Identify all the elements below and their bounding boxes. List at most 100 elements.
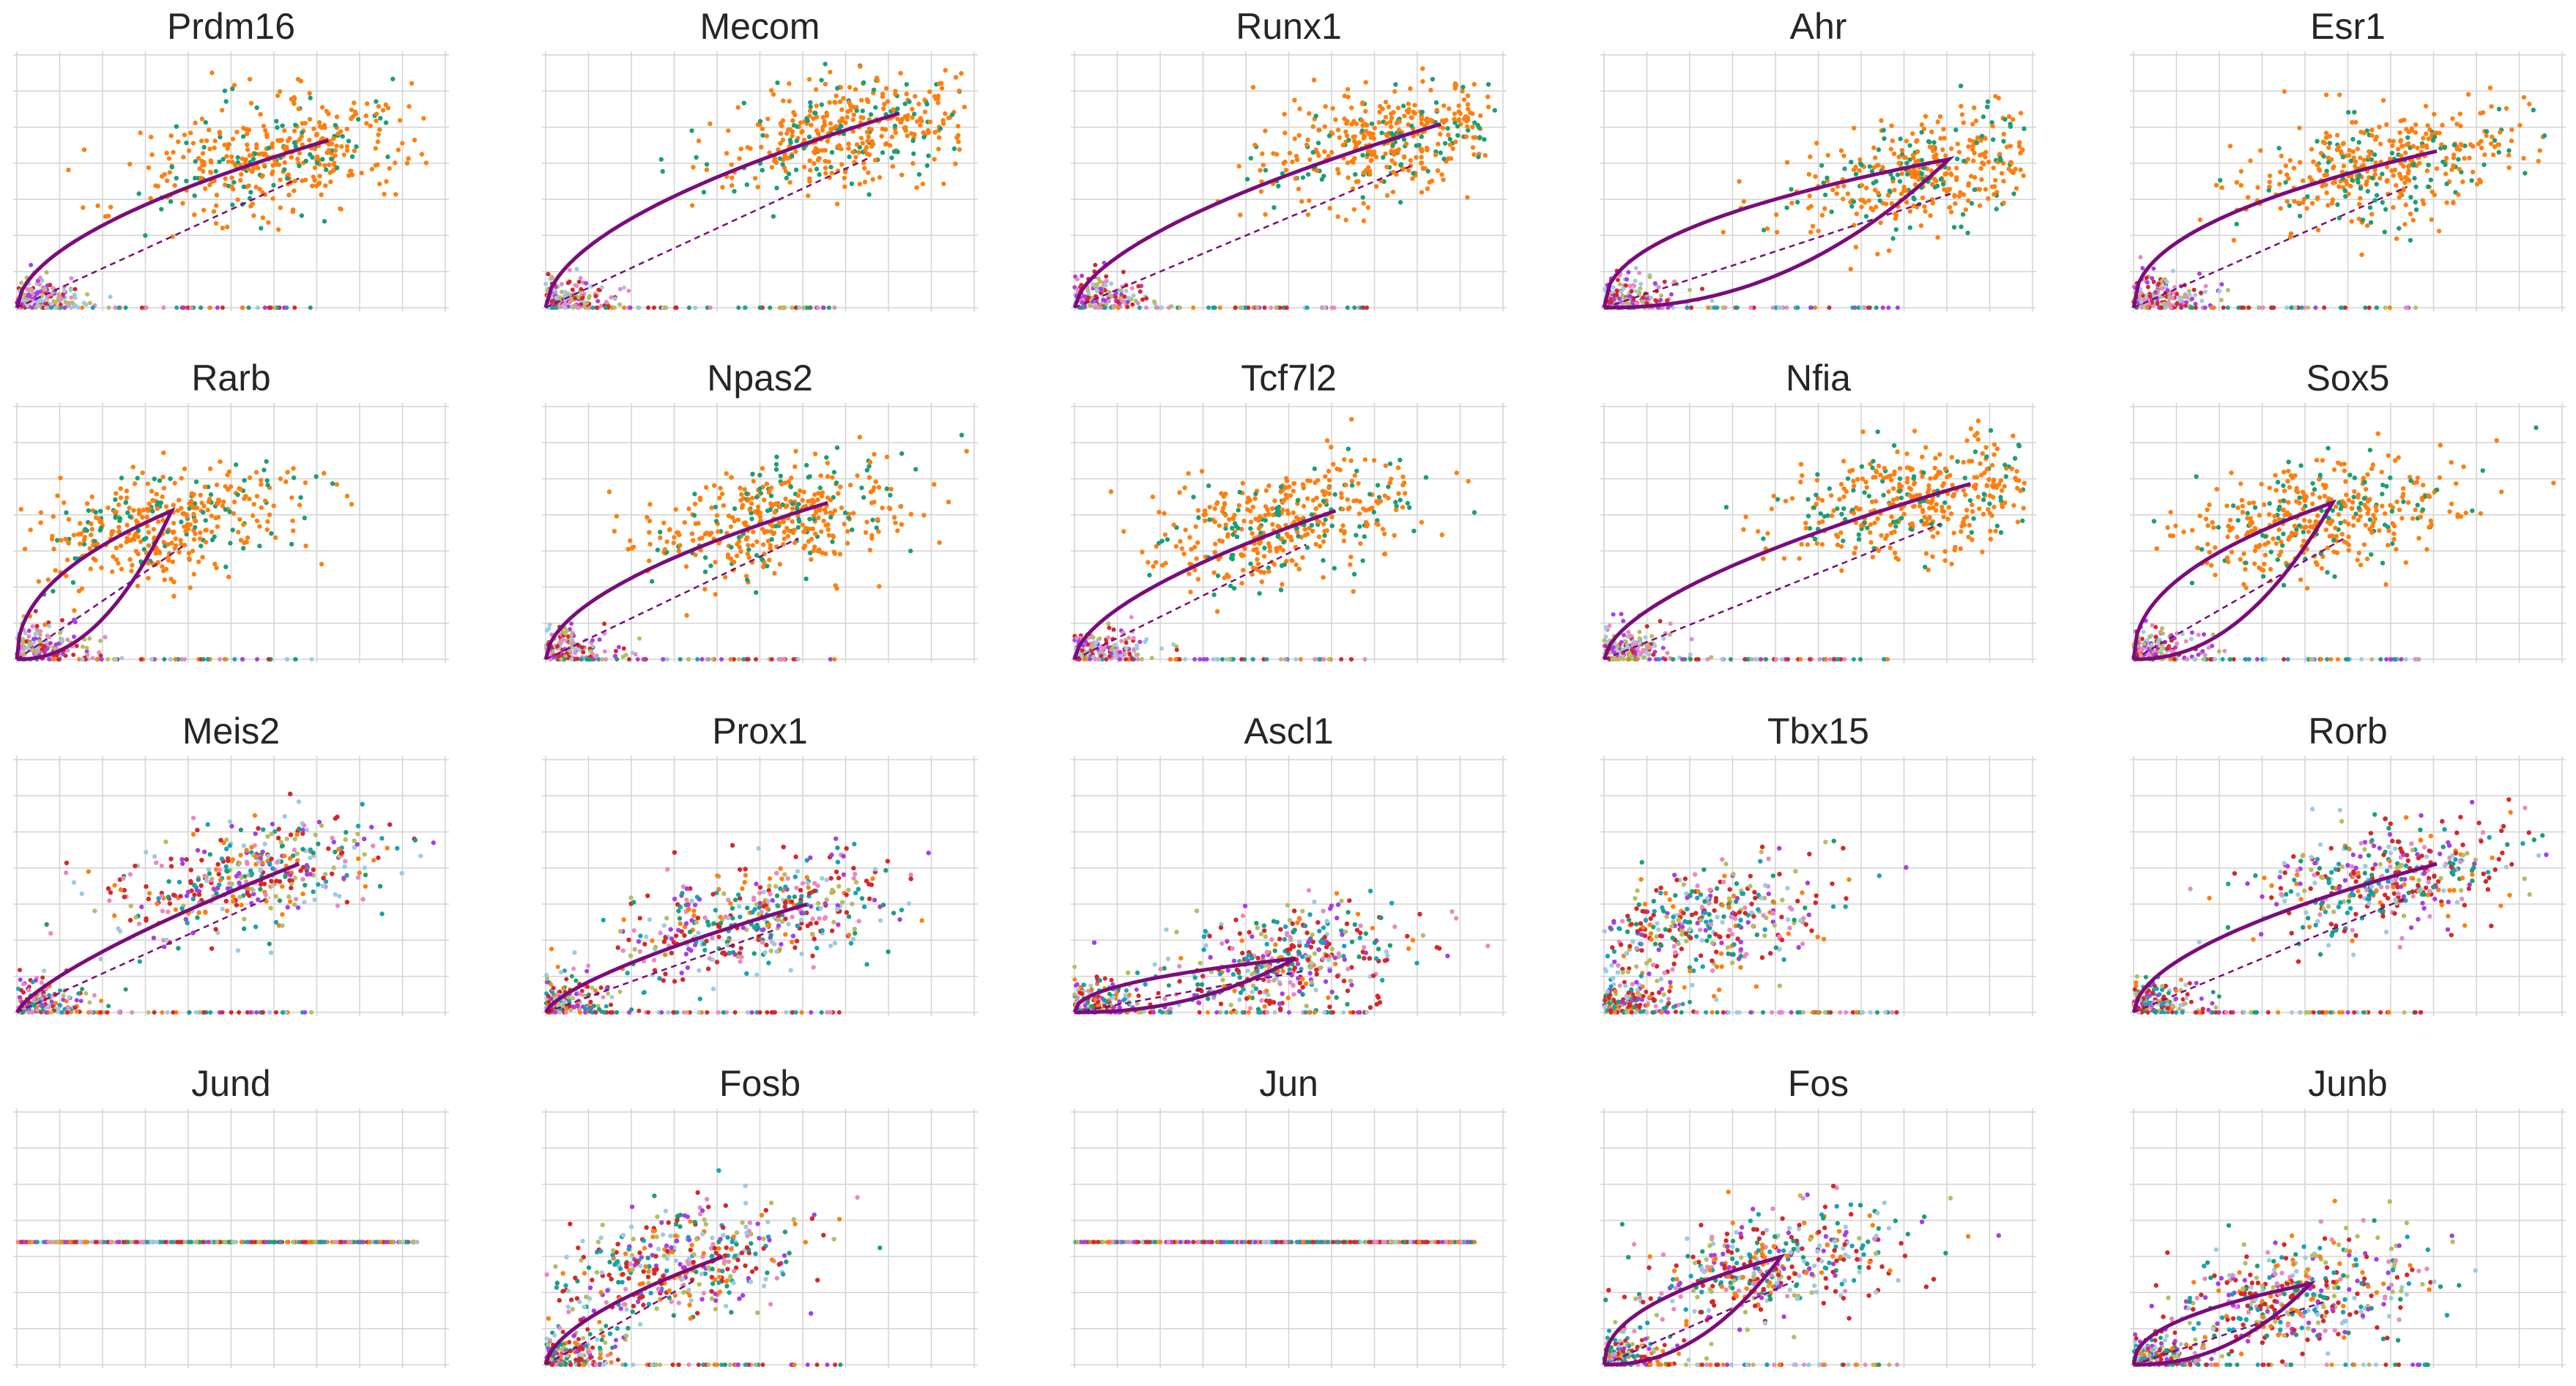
cell-point (1886, 193, 1891, 198)
cell-point (238, 486, 243, 492)
cell-point (1688, 287, 1692, 292)
cell-point (72, 608, 77, 613)
cell-point (1419, 109, 1425, 115)
cell-point (70, 580, 76, 585)
cell-point (1329, 305, 1335, 310)
cell-point (2390, 143, 2395, 149)
cell-point (1411, 171, 1416, 176)
cell-point (2434, 166, 2440, 171)
cell-point (1343, 482, 1348, 488)
cell-point (1102, 645, 1107, 650)
cell-point (1230, 525, 1235, 531)
cell-point (245, 131, 250, 136)
cell-point (173, 657, 178, 662)
cell-point (2496, 142, 2502, 147)
cell-point (1486, 104, 1491, 110)
cell-point (1969, 201, 1975, 206)
cell-point (1876, 190, 1881, 196)
cell-point (191, 511, 196, 516)
cell-point (1448, 156, 1454, 161)
cell-point (133, 549, 138, 554)
cell-point (807, 526, 812, 532)
cell-point (2321, 154, 2326, 159)
cell-point (1434, 108, 1439, 113)
cell-point (546, 272, 551, 277)
cell-point (209, 514, 214, 519)
cell-point (144, 536, 149, 541)
cell-point (237, 516, 242, 522)
cell-point (2394, 236, 2399, 241)
cell-point (563, 302, 568, 307)
cell-point (1118, 288, 1124, 293)
cell-point (2241, 305, 2246, 310)
cell-point (2291, 166, 2297, 171)
cell-point (44, 305, 49, 310)
cell-point (218, 459, 223, 464)
cell-point (2402, 117, 2407, 122)
cell-point (883, 141, 888, 147)
cell-point (334, 114, 340, 119)
cell-point (1376, 119, 1382, 125)
cell-point (630, 651, 635, 656)
cell-point (240, 305, 245, 310)
cell-point (60, 618, 64, 623)
cell-point (2276, 146, 2282, 151)
cell-point (891, 149, 897, 155)
cell-point (192, 212, 197, 218)
cell-point (849, 181, 855, 186)
cell-point (576, 279, 582, 284)
cell-point (352, 109, 358, 114)
cell-point (816, 491, 821, 496)
cell-point (872, 158, 878, 163)
cell-point (2350, 136, 2356, 142)
cell-point (172, 183, 177, 188)
cell-point (875, 516, 880, 522)
cell-point (282, 144, 287, 149)
cell-point (18, 507, 23, 512)
cell-point (932, 482, 937, 487)
cell-point (851, 511, 856, 516)
cell-point (845, 529, 850, 534)
cell-point (109, 531, 114, 537)
cell-point (291, 528, 296, 533)
cell-point (2306, 305, 2311, 310)
cell-point (1360, 558, 1365, 563)
cell-point (628, 305, 633, 310)
cell-point (1104, 274, 1109, 279)
cell-point (1307, 111, 1312, 116)
cell-point (39, 298, 44, 303)
cell-point (2001, 200, 2006, 206)
cell-point (1907, 225, 1912, 230)
cell-point (376, 104, 382, 109)
cell-point (1465, 115, 1471, 120)
cell-point (1131, 635, 1136, 640)
cell-point (1929, 168, 1934, 174)
cell-point (248, 190, 253, 195)
cell-point (274, 119, 279, 124)
cell-point (1144, 637, 1149, 642)
cell-point (2202, 289, 2208, 294)
cell-point (1862, 200, 1868, 205)
cell-point (268, 305, 273, 310)
cell-point (792, 540, 798, 546)
cell-point (787, 81, 792, 86)
cell-point (794, 138, 799, 144)
cell-point (2374, 182, 2379, 187)
cell-point (792, 527, 797, 533)
cell-point (2440, 159, 2446, 165)
cell-points (1602, 84, 2027, 310)
cell-point (116, 502, 122, 508)
cell-point (55, 493, 60, 498)
cell-point (898, 70, 903, 76)
cell-point (90, 305, 95, 310)
cell-point (946, 115, 951, 121)
cell-point (1121, 270, 1126, 275)
cell-point (349, 168, 354, 174)
cell-point (819, 529, 824, 534)
cell-point (941, 181, 946, 187)
cell-point (45, 646, 50, 651)
cell-point (1822, 206, 1827, 211)
cell-point (56, 657, 61, 662)
cell-point (802, 529, 807, 534)
cell-point (2001, 179, 2006, 184)
